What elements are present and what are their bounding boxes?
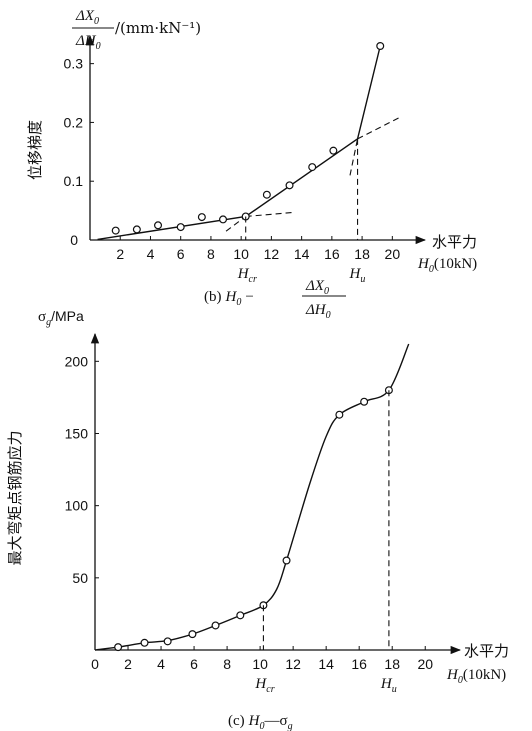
c-xtick-label: 20 bbox=[417, 656, 433, 672]
b-xtick-label: 4 bbox=[147, 246, 155, 262]
c-xtick-label: 16 bbox=[351, 656, 367, 672]
b-data-point bbox=[154, 221, 163, 230]
b-xtick-label: 16 bbox=[324, 246, 340, 262]
b-dashed-extension bbox=[245, 211, 295, 218]
b-side-label: 位移梯度 bbox=[26, 120, 44, 180]
c-xtick-label: 8 bbox=[223, 656, 231, 672]
c-xlabel-line2: H0(10kN) bbox=[446, 667, 506, 686]
b-xtick-label: 20 bbox=[385, 246, 401, 262]
chart-c: σg/MPa 最大弯矩点钢筋应力 0 2 4 6 8 10 12 14 16 18 20 50 100 1… bbox=[6, 308, 509, 731]
c-xtick-label: 18 bbox=[384, 656, 400, 672]
c-side-label: 最大弯矩点钢筋应力 bbox=[6, 430, 24, 565]
c-marker-label-u: Hu bbox=[380, 676, 397, 695]
c-data-point bbox=[211, 621, 220, 630]
c-data-point bbox=[163, 637, 172, 646]
b-series-line bbox=[97, 45, 381, 241]
b-data-point bbox=[132, 225, 141, 234]
c-data-point bbox=[114, 643, 123, 652]
svg-text:ΔH0: ΔH0 bbox=[75, 33, 101, 52]
c-data-point bbox=[188, 630, 197, 639]
b-xtick-label: 12 bbox=[264, 246, 280, 262]
b-xlabel-line2: H0(10kN) bbox=[417, 256, 477, 275]
c-data-point bbox=[360, 397, 369, 406]
b-origin-label: 0 bbox=[70, 232, 78, 248]
c-xlabel-line1: 水平力 bbox=[464, 642, 509, 660]
c-ytick-label: 100 bbox=[65, 498, 89, 514]
c-ylabel: σg/MPa bbox=[38, 308, 84, 328]
c-ytick-label: 150 bbox=[65, 425, 89, 441]
svg-text:ΔX0: ΔX0 bbox=[305, 278, 329, 297]
c-xtick-label: 12 bbox=[285, 656, 301, 672]
c-ytick-label: 200 bbox=[65, 353, 89, 369]
b-ylabel: ΔX0 ΔH0 /(mm·kN⁻¹) bbox=[72, 8, 201, 52]
b-data-point bbox=[219, 215, 228, 224]
c-xtick-label: 4 bbox=[157, 656, 165, 672]
c-xtick-label: 6 bbox=[190, 656, 198, 672]
b-xlabel-line1: 水平力 bbox=[432, 233, 477, 251]
b-data-point bbox=[376, 41, 385, 50]
c-xtick-label: 0 bbox=[91, 656, 99, 672]
b-xtick-label: 10 bbox=[233, 246, 249, 262]
svg-text:ΔX0: ΔX0 bbox=[75, 8, 99, 27]
b-xtick-label: 14 bbox=[294, 246, 310, 262]
c-data-point bbox=[335, 410, 344, 419]
c-series-line bbox=[94, 343, 410, 651]
c-data-point bbox=[282, 556, 291, 565]
b-data-point bbox=[176, 223, 185, 232]
b-dashed-extension bbox=[225, 216, 247, 232]
b-ytick-label: 0.2 bbox=[64, 114, 84, 130]
c-marker-label-cr: Hcr bbox=[254, 676, 274, 695]
b-data-point bbox=[262, 190, 271, 199]
b-ytick-label: 0.1 bbox=[64, 173, 84, 189]
b-data-point bbox=[111, 226, 120, 235]
b-xtick-label: 8 bbox=[207, 246, 215, 262]
b-xtick-label: 6 bbox=[177, 246, 185, 262]
b-data-point bbox=[285, 181, 294, 190]
c-caption: (c) H0—σg bbox=[228, 713, 293, 731]
b-xtick-label: 2 bbox=[116, 246, 124, 262]
b-dashed-extension bbox=[357, 116, 402, 140]
c-data-point bbox=[140, 638, 149, 647]
svg-text:(b)H0−: (b) H0− bbox=[204, 289, 254, 308]
b-data-point bbox=[329, 146, 338, 155]
b-ytick-label: 0.3 bbox=[64, 56, 84, 72]
svg-text:ΔH0: ΔH0 bbox=[305, 302, 331, 321]
c-xtick-label: 2 bbox=[124, 656, 132, 672]
c-ytick-label: 50 bbox=[72, 570, 88, 586]
b-data-point bbox=[197, 213, 206, 222]
c-xtick-label: 14 bbox=[318, 656, 334, 672]
c-data-point bbox=[236, 611, 245, 620]
b-dashed-extension bbox=[349, 138, 359, 176]
b-marker-label-cr: Hcr bbox=[237, 266, 257, 285]
b-xtick-label: 18 bbox=[354, 246, 370, 262]
b-data-point bbox=[308, 163, 317, 172]
chart-b: ΔX0 ΔH0 /(mm·kN⁻¹) 位移梯度 2 4 6 8 10 12 14 16 18 20… bbox=[26, 8, 477, 321]
b-marker-label-u: Hu bbox=[349, 266, 366, 285]
b-caption: (b) H0− ΔX0 ΔH0 bbox=[204, 278, 346, 321]
svg-text:/(mm·kN⁻¹): /(mm·kN⁻¹) bbox=[115, 19, 201, 37]
c-xtick-label: 10 bbox=[252, 656, 268, 672]
